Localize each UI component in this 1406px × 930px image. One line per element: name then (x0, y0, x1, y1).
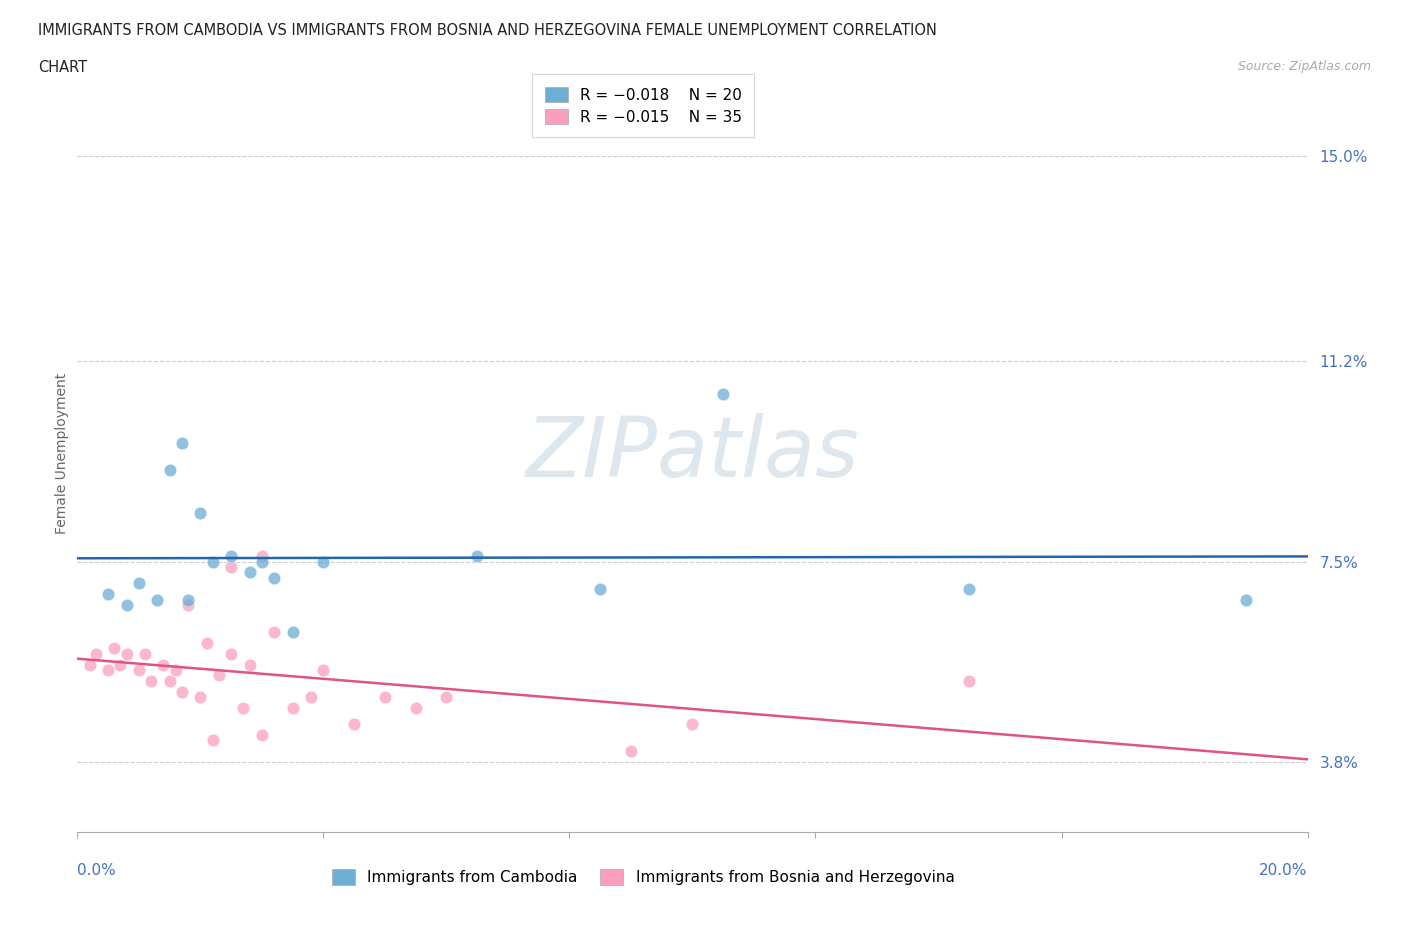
Point (589, 581, 612, 596)
Point (128, 576, 150, 591)
Point (312, 662, 335, 677)
Point (115, 646, 138, 661)
Point (374, 689, 396, 704)
Point (159, 673, 181, 688)
Point (239, 658, 262, 672)
Point (620, 744, 643, 759)
Y-axis label: Female Unemployment: Female Unemployment (55, 373, 69, 534)
Point (79, 658, 101, 672)
Point (195, 635, 218, 650)
Point (343, 717, 366, 732)
Point (281, 625, 304, 640)
Point (134, 646, 156, 661)
Point (465, 549, 488, 564)
Point (239, 565, 262, 580)
Point (146, 592, 169, 607)
Point (250, 554, 273, 569)
Text: 0.0%: 0.0% (77, 863, 117, 878)
Point (299, 689, 322, 704)
Point (84, 646, 107, 661)
Point (208, 668, 231, 683)
Point (170, 684, 193, 699)
Point (219, 560, 242, 575)
Point (115, 598, 138, 613)
Point (152, 658, 174, 672)
Text: Source: ZipAtlas.com: Source: ZipAtlas.com (1237, 60, 1371, 73)
Text: IMMIGRANTS FROM CAMBODIA VS IMMIGRANTS FROM BOSNIA AND HERZEGOVINA FEMALE UNEMPL: IMMIGRANTS FROM CAMBODIA VS IMMIGRANTS F… (38, 23, 936, 38)
Point (219, 549, 242, 564)
Point (405, 700, 427, 715)
Point (177, 598, 200, 613)
Point (177, 592, 200, 607)
Point (188, 506, 212, 521)
Point (141, 673, 163, 688)
Point (159, 462, 181, 477)
Point (201, 554, 224, 569)
Point (263, 570, 285, 585)
Point (201, 733, 224, 748)
Point (312, 554, 335, 569)
Point (97, 587, 120, 602)
Point (188, 689, 212, 704)
Point (436, 689, 458, 704)
Point (165, 662, 187, 677)
Point (110, 658, 132, 672)
Point (103, 641, 125, 656)
Text: ZIPatlas: ZIPatlas (526, 413, 859, 494)
Point (170, 435, 193, 450)
Point (250, 549, 273, 564)
Point (281, 700, 304, 715)
Point (682, 717, 704, 732)
Point (250, 727, 273, 742)
Point (1234, 592, 1257, 607)
Text: 20.0%: 20.0% (1260, 863, 1308, 878)
Legend: Immigrants from Cambodia, Immigrants from Bosnia and Herzegovina: Immigrants from Cambodia, Immigrants fro… (325, 862, 962, 893)
Point (711, 386, 734, 401)
Text: CHART: CHART (38, 60, 87, 75)
Point (232, 700, 254, 715)
Point (128, 662, 150, 677)
Point (219, 646, 242, 661)
Point (957, 581, 980, 596)
Point (957, 673, 980, 688)
Point (263, 625, 285, 640)
Point (97, 662, 120, 677)
